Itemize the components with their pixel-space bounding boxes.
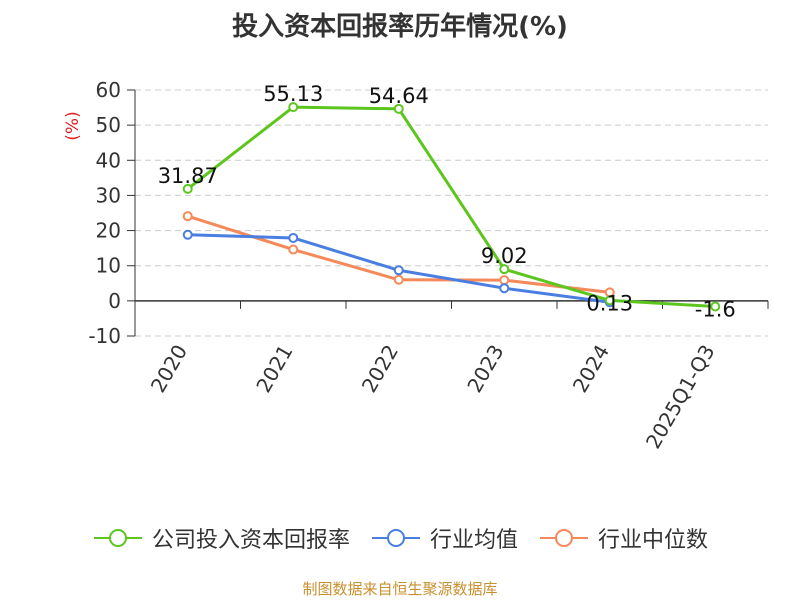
grid-lines xyxy=(135,89,768,337)
data-label: 55.13 xyxy=(263,82,323,106)
series-line xyxy=(186,105,716,308)
chart-title: 投入资本回报率历年情况(%) xyxy=(232,12,568,42)
y-tick-label: 60 xyxy=(96,78,121,102)
legend-swatch-icon xyxy=(540,529,588,547)
legend: 公司投入资本回报率 行业均值 行业中位数 xyxy=(0,520,800,556)
data-point xyxy=(604,295,615,306)
data-point xyxy=(182,211,193,222)
x-tick-label: 2025Q1-Q3 xyxy=(641,341,720,453)
data-point xyxy=(393,274,404,285)
y-tick-label: -10 xyxy=(88,324,121,348)
data-point xyxy=(288,102,299,113)
series-points xyxy=(182,102,721,312)
legend-item-industry-mean[interactable]: 行业均值 xyxy=(370,522,518,554)
x-tick-label: 2022 xyxy=(357,341,403,397)
data-point xyxy=(710,301,721,312)
x-tick-label: 2024 xyxy=(568,341,614,397)
legend-label: 公司投入资本回报率 xyxy=(151,528,350,553)
legend-swatch-icon xyxy=(93,529,142,547)
legend-swatch-icon xyxy=(371,529,420,547)
series-lines xyxy=(186,105,716,308)
data-point xyxy=(182,229,193,240)
legend-label: 行业中位数 xyxy=(598,528,709,553)
data-point xyxy=(182,183,193,194)
y-tick-label: 40 xyxy=(96,148,121,172)
data-point xyxy=(393,103,404,114)
x-tick-label: 2021 xyxy=(251,341,297,397)
data-label: 9.02 xyxy=(481,244,528,268)
data-labels: 31.87 55.13 54.64 9.02 0.13 -1.6 xyxy=(158,82,736,321)
data-point xyxy=(288,244,299,255)
data-label: -1.6 xyxy=(695,297,736,321)
legend-item-industry-median[interactable]: 行业中位数 xyxy=(538,522,708,554)
data-label: 0.13 xyxy=(586,291,633,315)
y-tick-label: 20 xyxy=(96,219,121,243)
legend-label: 行业均值 xyxy=(429,528,518,553)
y-tick-label: 50 xyxy=(96,113,121,137)
data-label: 54.64 xyxy=(369,84,429,108)
y-tick-label: 0 xyxy=(108,289,121,313)
x-tick-label: 2020 xyxy=(146,341,192,397)
data-point xyxy=(499,283,510,294)
data-point xyxy=(288,232,299,243)
data-point xyxy=(499,275,510,286)
data-point xyxy=(393,265,404,276)
y-tick-label: 10 xyxy=(96,254,121,278)
source-note: 制图数据来自恒生聚源数据库 xyxy=(302,580,498,598)
data-point xyxy=(499,264,510,275)
y-axis-label: (%) xyxy=(63,111,83,140)
data-label: 31.87 xyxy=(158,164,218,188)
legend-item-company[interactable]: 公司投入资本回报率 xyxy=(92,522,350,554)
y-tick-label: 30 xyxy=(96,183,121,207)
x-tick-label: 2023 xyxy=(462,341,508,397)
